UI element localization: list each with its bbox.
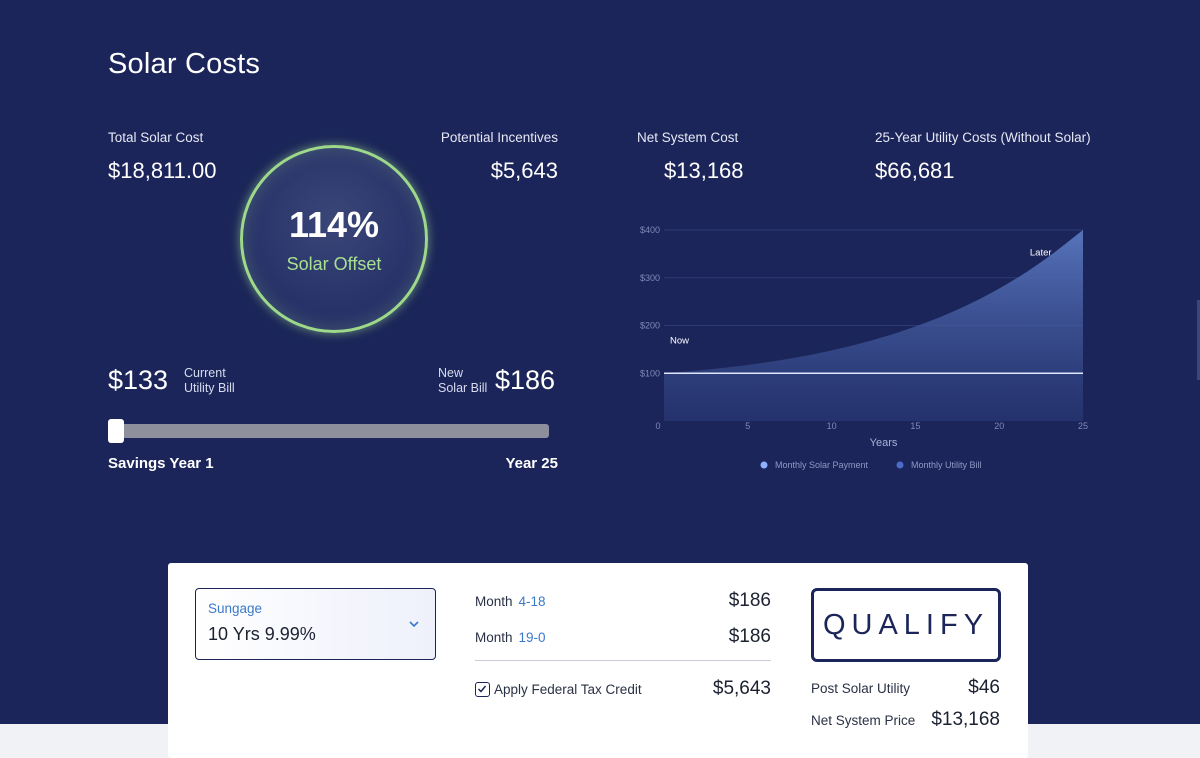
annotation-now: Now [670, 335, 689, 346]
tax-credit-value: $5,643 [712, 678, 771, 699]
utility-costs-value: $66,681 [875, 158, 955, 183]
x-tick-label: 0 [655, 421, 660, 431]
chevron-down-icon [409, 621, 419, 628]
x-tick-label: 5 [745, 421, 750, 431]
net-system-cost-value: $13,168 [664, 158, 744, 183]
legend-marker-utility [896, 461, 904, 469]
potential-incentives-value: $5,643 [490, 158, 558, 183]
solar-offset-label: Solar Offset [286, 254, 382, 274]
total-solar-cost-label: Total Solar Cost [108, 130, 204, 145]
solar-offset-percent: 114% [288, 204, 380, 245]
net-system-price-label: Net System Price [811, 713, 916, 728]
tax-credit-label[interactable]: Apply Federal Tax Credit [494, 682, 642, 697]
qualify-button[interactable]: QUALIFY [811, 588, 1001, 662]
legend-marker-solar [760, 461, 768, 469]
scrollbar-thumb[interactable] [1197, 300, 1200, 380]
savings-year-slider-track[interactable] [110, 424, 549, 438]
potential-incentives-label: Potential Incentives [440, 130, 558, 145]
net-system-price-value: $13,168 [931, 709, 1000, 730]
x-tick-label: 10 [827, 421, 837, 431]
post-solar-utility-label: Post Solar Utility [811, 681, 911, 696]
slider-start-label: Savings Year 1 [108, 455, 214, 472]
new-solar-bill-label: New Solar Bill [438, 366, 488, 395]
financing-select[interactable]: Sungage 10 Yrs 9.99% [195, 588, 436, 660]
y-tick-label: $100 [640, 368, 660, 378]
legend-label-solar: Monthly Solar Payment [775, 460, 869, 470]
page-title: Solar Costs [108, 48, 261, 80]
financing-select-value: 10 Yrs 9.99% [208, 624, 316, 644]
x-axis-label: Years [870, 437, 898, 449]
current-utility-bill-label: Current Utility Bill [184, 366, 235, 395]
y-tick-label: $200 [640, 321, 660, 331]
check-icon [477, 685, 487, 693]
payment-row-2-label: Month 19-0 [475, 630, 546, 645]
tax-credit-checkbox[interactable] [475, 682, 490, 697]
legend-label-utility: Monthly Utility Bill [911, 460, 982, 470]
annotation-later: Later [1030, 247, 1052, 258]
x-tick-label: 15 [910, 421, 920, 431]
financing-select-label: Sungage [208, 601, 263, 616]
slider-end-label: Year 25 [505, 455, 558, 472]
x-tick-label: 25 [1078, 421, 1088, 431]
utility-cost-chart: $100 $200 $300 $400 0 5 10 15 20 25 Years Now Later M… [640, 225, 1088, 470]
financing-panel: Sungage 10 Yrs 9.99% Month 4-18 $186 Mont… [168, 563, 1028, 758]
utility-costs-label: 25-Year Utility Costs (Without Solar) [875, 130, 1091, 145]
y-tick-label: $300 [640, 273, 660, 283]
payment-row-1-label: Month 4-18 [475, 594, 546, 609]
current-utility-bill-value: $133 [108, 365, 169, 395]
savings-year-slider-handle[interactable] [108, 419, 124, 443]
solar-offset-ring: 114% Solar Offset [240, 145, 428, 333]
new-solar-bill-value: $186 [495, 365, 556, 395]
post-solar-utility-value: $46 [968, 677, 1000, 698]
divider [475, 660, 771, 661]
payment-row-2-value: $186 [728, 626, 771, 647]
x-tick-label: 20 [994, 421, 1004, 431]
payment-row-1-value: $186 [728, 590, 771, 611]
net-system-cost-label: Net System Cost [637, 130, 739, 145]
total-solar-cost-value: $18,811.00 [108, 158, 217, 183]
y-tick-label: $400 [640, 225, 660, 235]
